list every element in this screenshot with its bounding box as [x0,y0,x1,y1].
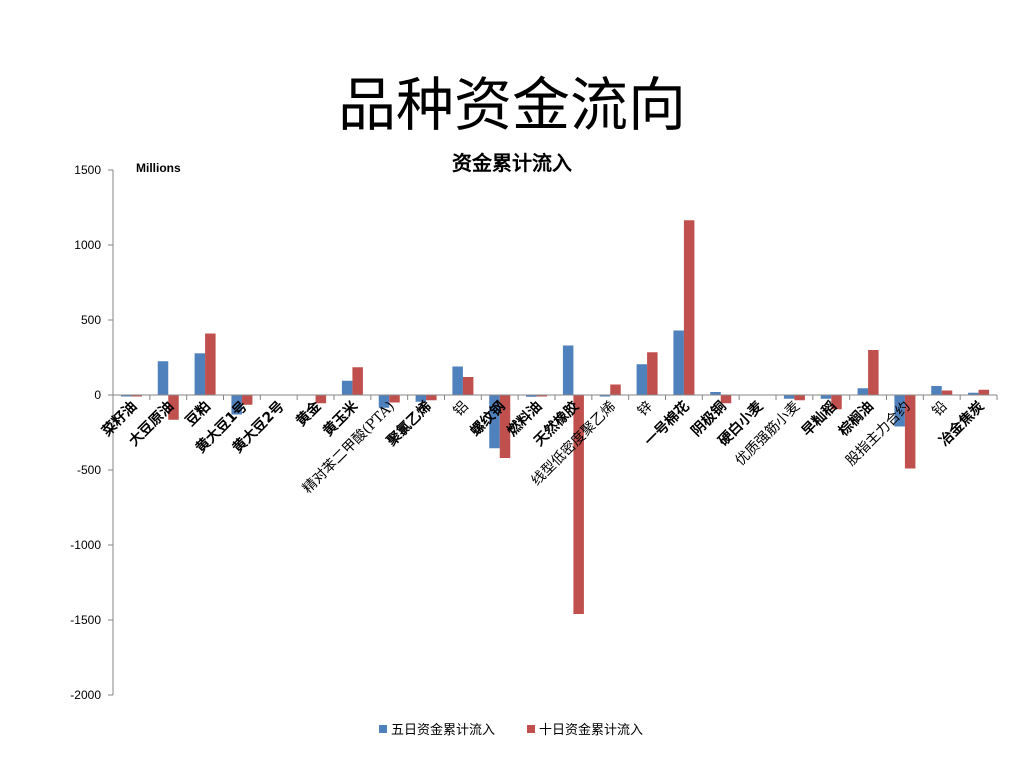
bars [120,220,990,614]
bar-ten-day [315,395,327,404]
category-label: 铅 [929,399,950,420]
bar-ten-day [536,395,548,397]
bar-five-day [231,395,242,415]
x-axis-ticks [112,395,998,400]
slide-title: 品种资金流向 [337,71,686,139]
bar-five-day [894,395,905,427]
y-tick-label: 0 [94,388,101,402]
bar-ten-day [904,395,916,469]
bar-ten-day [462,377,474,395]
category-labels: 菜籽油大豆原油 豆粕黄大豆1号黄大豆2号 黄金黄玉米精对苯二甲酸(PTA)聚氯乙烯铝… [98,397,988,497]
bar-ten-day [794,395,805,401]
bar-five-day [378,395,390,408]
category-label: 锌 [635,399,656,420]
legend-label: 五日资金累计流入 [391,722,495,738]
bar-five-day [783,395,795,399]
category-label: 早籼稻 [798,398,840,440]
bar-ten-day [683,220,695,395]
y-tick-label: 1000 [74,238,101,252]
category-label: 豆粕 [182,398,214,430]
bar-ten-day [131,395,142,397]
bar-five-day [194,353,206,395]
category-label: 铝 [451,399,472,420]
y-tick-label: -2000 [70,688,101,702]
bar-ten-day [241,395,253,405]
bar-five-day [968,392,979,395]
bar-ten-day [573,395,584,614]
legend: 五日资金累计流入 十日资金累计流入 [379,722,643,738]
bar-five-day [120,395,132,397]
bar-ten-day [426,395,437,401]
bar-five-day [452,366,463,395]
bar-ten-day [610,384,621,395]
y-tick-label: -1000 [70,538,101,552]
bar-ten-day [352,367,363,395]
y-tick-label: 1500 [74,163,101,177]
bar-five-day [562,345,574,395]
bar-five-day [857,388,869,395]
bar-five-day [341,380,353,395]
y-axis-ticks: 1500 1000 500 0 -500 -1000 -1500 -2000 [70,163,113,702]
bar-ten-day [868,350,879,395]
bar-five-day [710,392,721,395]
chart-title: 资金累计流入 [452,151,572,175]
bar-five-day [489,395,500,449]
bar-ten-day [978,389,990,395]
bar-ten-day [168,395,179,420]
y-tick-label: -500 [77,463,101,477]
bar-five-day [526,395,537,397]
units-label: Millions [136,161,181,175]
bar-five-day [820,395,832,399]
bar-ten-day [389,395,400,403]
bar-ten-day [205,333,216,395]
bar-ten-day [941,390,953,395]
bar-ten-day [720,395,732,404]
legend-swatch [527,725,535,733]
bar-ten-day [831,395,842,410]
bar-five-day [931,386,942,395]
bar-five-day [157,361,169,395]
legend-label: 十日资金累计流入 [539,722,643,738]
bar-ten-day [499,395,511,458]
bar-five-day [636,364,648,395]
y-tick-label: 500 [81,313,101,327]
bar-five-day [415,395,427,402]
bar-ten-day [647,352,658,395]
bar-five-day [599,395,611,397]
y-tick-label: -1500 [70,613,101,627]
legend-swatch [379,725,387,733]
bar-five-day [673,330,684,395]
